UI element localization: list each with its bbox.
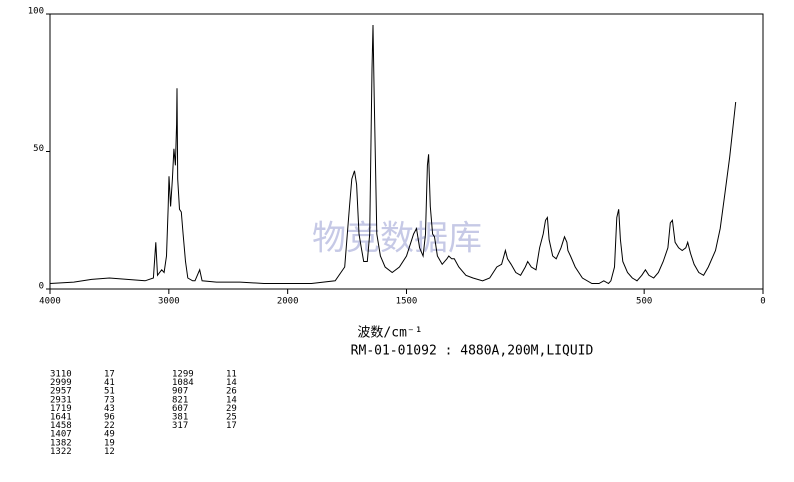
chart-title: RM-01-01092 : 4880A,200M,LIQUID xyxy=(351,344,594,359)
peak-wavenumber: 3110 xyxy=(50,370,72,380)
peak-intensity: 41 xyxy=(104,378,115,388)
spectrum-line xyxy=(49,24,737,285)
peak-wavenumber: 1299 xyxy=(172,370,194,380)
peak-intensity: 14 xyxy=(226,378,237,388)
peak-wavenumber: 1719 xyxy=(50,404,72,414)
peak-wavenumber: 1084 xyxy=(172,378,194,388)
y-tick-label: 100 xyxy=(28,7,44,17)
peak-intensity: 25 xyxy=(226,413,237,423)
peak-wavenumber: 1322 xyxy=(50,447,72,457)
peak-intensity: 51 xyxy=(104,387,115,397)
peak-intensity: 49 xyxy=(104,430,115,440)
peak-intensity: 29 xyxy=(226,404,237,414)
peak-wavenumber: 2931 xyxy=(50,395,72,405)
peak-wavenumber: 381 xyxy=(172,413,188,423)
peak-wavenumber: 821 xyxy=(172,395,188,405)
x-tick-label: 2000 xyxy=(277,297,299,307)
peak-wavenumber: 1458 xyxy=(50,421,72,431)
peak-intensity: 12 xyxy=(104,447,115,457)
x-axis-label: 波数/cm⁻¹ xyxy=(357,326,422,341)
peak-intensity: 11 xyxy=(226,370,237,380)
peak-wavenumber: 1407 xyxy=(50,430,72,440)
peak-intensity: 26 xyxy=(226,387,237,397)
peak-wavenumber: 317 xyxy=(172,421,188,431)
peak-intensity: 17 xyxy=(226,421,237,431)
peak-intensity: 17 xyxy=(104,370,115,380)
peak-wavenumber: 907 xyxy=(172,387,188,397)
x-tick-label: 0 xyxy=(760,297,765,307)
x-tick-label: 500 xyxy=(636,297,652,307)
y-tick-label: 50 xyxy=(33,144,44,154)
x-tick-label: 1500 xyxy=(396,297,418,307)
peak-intensity: 73 xyxy=(104,395,115,405)
x-tick-label: 4000 xyxy=(39,297,61,307)
y-tick-label: 0 xyxy=(39,282,44,292)
peak-intensity: 22 xyxy=(104,421,115,431)
peak-intensity: 96 xyxy=(104,413,115,423)
peak-wavenumber: 607 xyxy=(172,404,188,414)
peak-wavenumber: 2957 xyxy=(50,387,72,397)
peak-intensity: 14 xyxy=(226,395,237,405)
peak-intensity: 43 xyxy=(104,404,115,414)
peak-wavenumber: 1641 xyxy=(50,413,72,423)
watermark: 物竞数据库 xyxy=(312,219,482,259)
x-tick-label: 3000 xyxy=(158,297,180,307)
peak-wavenumber: 1382 xyxy=(50,438,72,448)
peak-intensity: 19 xyxy=(104,438,115,448)
peak-wavenumber: 2999 xyxy=(50,378,72,388)
